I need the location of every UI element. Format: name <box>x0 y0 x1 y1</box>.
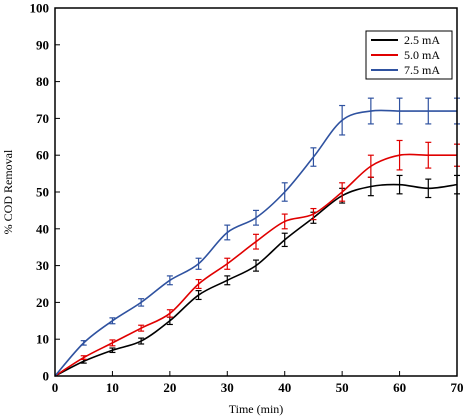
error-bar <box>253 209 259 226</box>
error-bar <box>396 97 403 125</box>
x-tick-label: 20 <box>163 380 176 395</box>
error-bar <box>281 213 288 230</box>
x-tick-label: 60 <box>393 380 406 395</box>
y-tick-label: 100 <box>30 1 50 16</box>
y-tick-label: 60 <box>36 148 49 163</box>
error-bar <box>138 324 145 332</box>
error-bar <box>138 298 145 307</box>
error-bar <box>425 97 432 125</box>
error-bar <box>425 178 432 199</box>
error-bar <box>367 154 374 178</box>
series-7-5-ma <box>54 97 460 377</box>
y-tick-label: 30 <box>36 258 49 273</box>
error-bar <box>281 182 288 202</box>
error-bar <box>109 317 116 325</box>
error-bar <box>224 275 231 286</box>
x-tick-label: 40 <box>278 380 291 395</box>
x-tick-label: 50 <box>336 380 349 395</box>
y-tick-label: 40 <box>36 221 49 236</box>
error-bar <box>253 233 259 250</box>
error-bar <box>80 355 87 361</box>
error-bar <box>339 104 346 136</box>
series-2-5-ma <box>54 174 460 377</box>
x-tick-label: 70 <box>451 380 464 395</box>
error-bar <box>253 259 259 272</box>
error-bar <box>195 257 202 270</box>
legend-label-7-5ma: 7.5 mA <box>404 63 440 77</box>
error-bar <box>339 182 346 202</box>
error-bar <box>195 290 202 301</box>
error-bar <box>310 147 317 167</box>
error-bar <box>281 232 288 248</box>
error-bar <box>224 257 231 270</box>
error-bar <box>80 340 87 346</box>
error-bar <box>367 97 374 125</box>
plot-marks <box>54 97 460 377</box>
x-tick-label: 10 <box>106 380 119 395</box>
error-bar <box>166 309 173 318</box>
y-axis-label: % COD Removal <box>1 149 15 234</box>
x-tick-label: 0 <box>52 380 59 395</box>
y-tick-label: 20 <box>36 295 49 310</box>
y-tick-label: 10 <box>36 332 49 347</box>
error-bar <box>224 224 231 241</box>
y-tick-label: 0 <box>43 369 50 384</box>
error-bar <box>138 337 145 345</box>
error-bar <box>195 278 202 290</box>
error-bar <box>109 347 116 354</box>
error-bar <box>396 139 403 171</box>
y-tick-label: 50 <box>36 185 49 200</box>
error-bar <box>109 339 116 347</box>
legend: 2.5 mA 5.0 mA 7.5 mA <box>365 30 453 80</box>
x-axis-label: Time (min) <box>229 402 284 416</box>
legend-label-2-5ma: 2.5 mA <box>404 33 440 47</box>
error-bar <box>166 275 173 286</box>
x-tick-label: 30 <box>221 380 234 395</box>
y-tick-label: 80 <box>36 74 49 89</box>
error-bar <box>396 174 403 195</box>
y-tick-label: 90 <box>36 37 49 52</box>
error-bar <box>425 141 432 169</box>
error-bar <box>310 207 317 221</box>
legend-label-5-0ma: 5.0 mA <box>404 48 440 62</box>
axis-ticks: 0 10 20 30 40 50 60 70 0 10 20 30 40 50 60 70 80 90 100 <box>30 1 464 396</box>
y-tick-label: 70 <box>36 111 49 126</box>
